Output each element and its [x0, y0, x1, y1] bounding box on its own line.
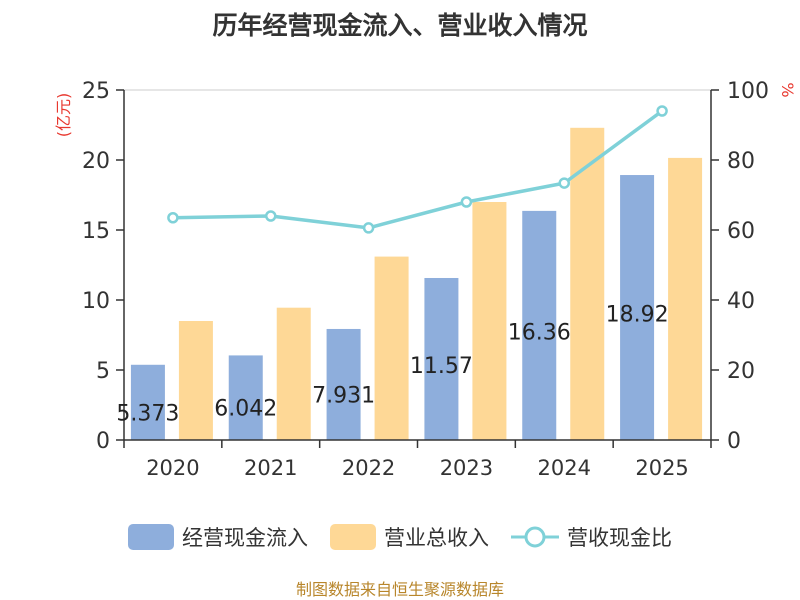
bar-cash-inflow-2022: [326, 328, 361, 440]
data-source-note: 制图数据来自恒生聚源数据库: [295, 580, 504, 599]
data-label-cash-inflow-2023: 11.57: [410, 354, 473, 379]
left-axis-unit-label: (亿元): [54, 93, 73, 138]
legend-label-ratio: 营收现金比: [567, 526, 672, 550]
bar-series: [130, 127, 703, 441]
y-right-tick-label-80: 80: [727, 149, 755, 174]
ratio-point-2020: [167, 212, 179, 224]
x-tick-label-2020: 2020: [146, 456, 199, 480]
data-label-cash-inflow-2020: 5.373: [116, 401, 179, 426]
legend-item-ratio[interactable]: 营收现金比: [511, 522, 672, 552]
right-axis-unit-label: %: [778, 82, 797, 97]
legend-label-cash-inflow: 经营现金流入: [182, 526, 308, 550]
bar-cash-inflow-2021: [228, 355, 263, 440]
ratio-line-series: [167, 105, 668, 234]
y-right-tick-label-0: 0: [727, 429, 741, 454]
data-labels: 5.373 6.042 7.931 11.57 16.36 18.92: [116, 303, 668, 427]
x-tick-label-2023: 2023: [440, 456, 493, 480]
y-right-tick-label-40: 40: [727, 289, 755, 314]
axes: [116, 89, 719, 448]
tick-labels: 2020 2021 2022 2023 2024 20250510152025020406…: [54, 79, 797, 480]
y-right-tick-label-60: 60: [727, 219, 755, 244]
bar-revenue-2025: [668, 157, 703, 440]
legend-swatch-revenue: [330, 524, 376, 550]
ratio-point-2021: [265, 210, 277, 222]
data-label-cash-inflow-2024: 16.36: [508, 320, 571, 345]
data-label-cash-inflow-2025: 18.92: [606, 303, 669, 328]
legend-label-revenue: 营业总收入: [384, 526, 489, 550]
x-tick-label-2024: 2024: [538, 456, 591, 480]
chart-title: 历年经营现金流入、营业收入情况: [212, 11, 588, 40]
y-left-tick-label-25: 25: [82, 79, 110, 104]
legend-item-cash-inflow[interactable]: 经营现金流入: [128, 522, 308, 552]
y-right-tick-label-100: 100: [727, 79, 769, 104]
ratio-point-2023: [460, 196, 473, 208]
ratio-point-2022: [362, 222, 375, 234]
bar-revenue-2023: [472, 202, 507, 440]
bar-revenue-2020: [178, 321, 213, 440]
bar-cash-inflow-2023: [424, 277, 459, 440]
y-left-tick-label-10: 10: [82, 289, 110, 314]
bar-revenue-2021: [276, 307, 311, 440]
ratio-point-2025: [656, 105, 668, 117]
y-left-tick-label-15: 15: [82, 219, 110, 244]
x-tick-label-2025: 2025: [635, 456, 688, 480]
y-left-tick-label-20: 20: [82, 149, 110, 174]
legend-item-revenue[interactable]: 营业总收入: [330, 522, 489, 552]
x-tick-label-2022: 2022: [342, 456, 395, 480]
y-right-tick-label-20: 20: [727, 359, 755, 384]
bar-cash-inflow-2020: [130, 364, 165, 440]
bar-cash-inflow-2024: [522, 210, 557, 440]
ratio-line: [172, 109, 664, 230]
data-label-cash-inflow-2021: 6.042: [214, 397, 277, 422]
bar-cash-inflow-2025: [620, 175, 655, 440]
legend-swatch-ratio: [511, 526, 559, 548]
legend: 经营现金流入 营业总收入 营收现金比: [0, 517, 800, 557]
y-left-tick-label-5: 5: [96, 359, 110, 384]
legend-swatch-cash-inflow: [128, 524, 174, 550]
bar-revenue-2024: [570, 127, 605, 441]
y-left-tick-label-0: 0: [96, 429, 110, 454]
data-label-cash-inflow-2022: 7.931: [312, 383, 375, 408]
x-tick-label-2021: 2021: [244, 456, 297, 480]
bar-revenue-2022: [374, 256, 409, 440]
ratio-point-2024: [558, 177, 570, 189]
